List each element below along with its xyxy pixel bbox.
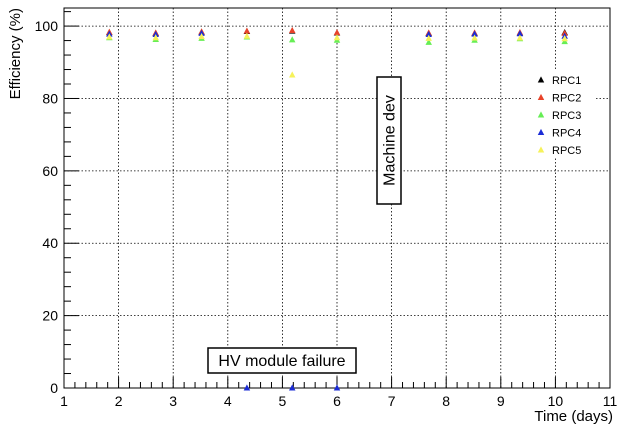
y-tick-label: 20 (42, 308, 58, 324)
y-tick-label: 100 (35, 18, 59, 34)
data-point (243, 32, 251, 39)
y-tick-labels: 0 20 40 60 80 100 (35, 18, 59, 396)
data-point (333, 384, 341, 391)
legend-marker (537, 111, 545, 118)
x-tick-label: 6 (333, 393, 341, 409)
data-point (152, 34, 159, 41)
machine-dev-box (376, 76, 402, 205)
data-point (288, 26, 296, 33)
data-points (106, 26, 568, 391)
legend-label: RPC5 (552, 145, 581, 157)
data-point (198, 32, 205, 40)
data-point (288, 36, 296, 43)
x-tick-label: 11 (603, 393, 618, 409)
machine-dev-annotation: Machine dev (376, 76, 402, 205)
axis-ticks (63, 11, 611, 389)
x-axis-title: Time (days) (534, 408, 613, 425)
data-point (425, 30, 432, 37)
grid-lines (64, 8, 610, 388)
legend-label: RPC4 (552, 128, 581, 140)
data-point (425, 34, 432, 41)
data-point (198, 29, 205, 36)
legend: RPC1 RPC2 RPC3 RPC4 RPC5 (532, 70, 596, 158)
data-point (152, 30, 159, 37)
x-tick-label: 8 (442, 393, 450, 409)
y-tick-label: 80 (42, 90, 58, 106)
x-tick-labels: 1 2 3 4 5 6 7 8 9 10 11 (60, 393, 617, 409)
data-point (471, 34, 478, 41)
data-point (243, 384, 251, 391)
data-point (333, 29, 341, 36)
series-rpc5 (106, 32, 568, 78)
data-point (516, 34, 524, 41)
x-tick-label: 1 (60, 393, 68, 409)
legend-marker (537, 128, 545, 136)
data-point (516, 30, 524, 37)
data-point (243, 27, 251, 34)
hv-failure-box (207, 347, 357, 374)
machine-dev-label: Machine dev (382, 95, 399, 186)
y-axis-title: Efficiency (%) (7, 8, 24, 99)
x-tick-label: 9 (497, 393, 505, 409)
legend-label: RPC2 (552, 93, 581, 105)
hv-failure-annotation: HV module failure (207, 347, 357, 374)
x-tick-label: 7 (388, 393, 396, 409)
legend-marker (537, 76, 545, 83)
data-point (333, 34, 341, 41)
x-tick-label: 10 (548, 393, 564, 409)
data-point (288, 384, 296, 391)
y-tick-label: 0 (50, 380, 58, 396)
y-tick-label: 40 (42, 235, 58, 251)
data-point (471, 30, 478, 37)
legend-label: RPC1 (552, 75, 581, 87)
legend-box (532, 70, 596, 158)
legend-marker (537, 146, 545, 153)
data-point (425, 38, 432, 45)
x-tick-label: 4 (224, 393, 232, 409)
x-tick-label: 3 (169, 393, 177, 409)
data-point (561, 35, 568, 42)
data-point (288, 71, 296, 78)
x-tick-label: 5 (279, 393, 287, 409)
series-rpc4 (106, 29, 568, 391)
legend-label: RPC3 (552, 110, 581, 122)
hv-failure-label: HV module failure (218, 353, 345, 370)
x-tick-label: 2 (115, 393, 123, 409)
legend-marker (537, 93, 545, 101)
y-tick-label: 60 (42, 163, 58, 179)
data-point (106, 33, 113, 40)
